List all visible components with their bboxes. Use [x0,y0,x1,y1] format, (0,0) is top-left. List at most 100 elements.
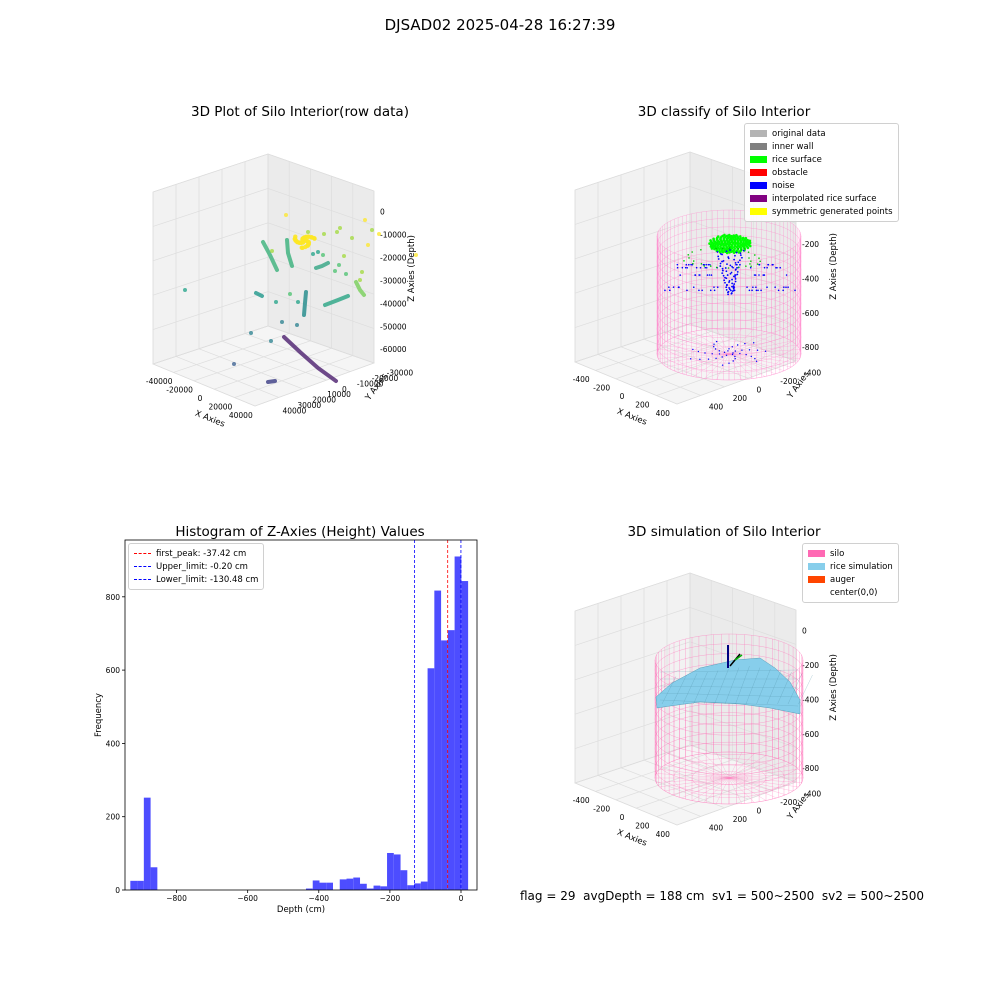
silo-floor-ring [656,327,802,381]
x-tick-label: −200 [380,894,401,903]
rice-surface-point [687,254,690,256]
noise-point [739,352,741,355]
histogram-bar [434,590,442,890]
grid-line [267,291,375,329]
x-tick-label: −400 [308,894,329,903]
noise-point [705,263,708,266]
noise-point [748,289,751,292]
legend-entry: first_peak: -37.42 cm [134,547,258,560]
noise-point [794,289,796,292]
legend-label: auger [830,574,855,585]
raw-data-3d-axes: -40000-2000002000040000-30000-20000-1000… [146,153,418,430]
noise-point [779,266,782,269]
grid-line [636,766,754,809]
noise-point [692,348,694,351]
noise-point [664,289,666,292]
noise-point [717,255,720,258]
rice-mesh-line [672,674,687,705]
noise-point [752,342,755,344]
noise-point [734,358,736,360]
legend-line [134,566,151,567]
rice-surface-point [732,251,736,254]
noise-point [724,267,727,269]
rice-surface-point [718,250,722,254]
noise-point [727,291,729,294]
noise-point [722,274,725,277]
raw-data-point [306,230,310,234]
noise-point [711,353,713,355]
raw-data-point [377,232,381,236]
noise-point [704,352,706,354]
grid-line [267,188,375,226]
noise-point [739,254,742,257]
noise-point [707,358,710,360]
x-tick-label: 400 [656,830,671,839]
z-tick-label: -200 [802,661,819,670]
silo-ring [656,260,802,313]
noise-point [686,266,689,269]
noise-point [733,286,736,288]
noise-point [690,263,692,266]
noise-point [715,357,717,360]
legend-entry: auger [808,573,893,586]
legend-swatch [808,576,825,583]
noise-point [764,350,767,352]
grid-line [689,323,797,362]
legend-label: obstacle [772,167,808,178]
grid-line [656,774,775,817]
grid-line [152,153,269,193]
grid-line [620,767,725,809]
noise-point [745,353,747,356]
grid-line [574,361,678,405]
legend-swatch [750,143,767,150]
rice-mesh-line [756,668,771,705]
noise-point [719,265,722,267]
z-tick-label: -50000 [380,322,407,331]
x-tick-label: -400 [573,375,590,384]
rice-mesh-line [703,670,719,705]
grid-line [193,340,311,382]
x-tick-label: -400 [573,796,590,805]
rice-surface-point [732,234,736,237]
x-tick-label: −800 [166,894,187,903]
noise-point [728,281,730,284]
noise-point [731,346,733,348]
z-axis-label: Z Axies (Depth) [829,233,839,300]
raw-data-point [333,269,337,273]
raw-data-point [358,278,362,282]
x-tick-label: -200 [593,805,610,814]
noise-point [737,261,740,264]
noise-point [719,262,722,265]
noise-point [724,281,726,284]
legend-swatch [750,169,767,176]
noise-point [748,349,751,351]
noise-point [703,263,705,266]
noise-point [728,362,730,364]
rice-simulation-surface [655,657,801,715]
histogram-bar [305,888,313,890]
y-axis-label: Frequency [94,693,104,737]
y-tick-label: 0 [115,886,120,895]
grid-line [152,325,269,365]
rice-surface-point [730,234,733,238]
noise-point [736,273,739,276]
noise-point [697,350,700,353]
noise-point [734,269,737,271]
rice-mesh-line [787,673,803,705]
x-tick-label: 0 [459,894,464,903]
noise-point [714,348,717,350]
silo-floor-ring [692,340,766,368]
noise-point [684,266,687,269]
silo-ring [656,218,802,271]
z-tick-label: -600 [802,309,819,318]
noise-point [734,276,737,278]
rice-surface-point [709,239,712,242]
noise-point [721,260,723,263]
noise-point [730,271,733,274]
rice-surface-point [723,233,726,237]
rice-surface-point [758,257,760,259]
noise-point [735,251,738,254]
y-tick-label: 10000 [327,390,351,399]
figure-suptitle: DJSAD02 2025-04-28 16:27:39 [384,16,616,34]
noise-point [721,356,723,358]
